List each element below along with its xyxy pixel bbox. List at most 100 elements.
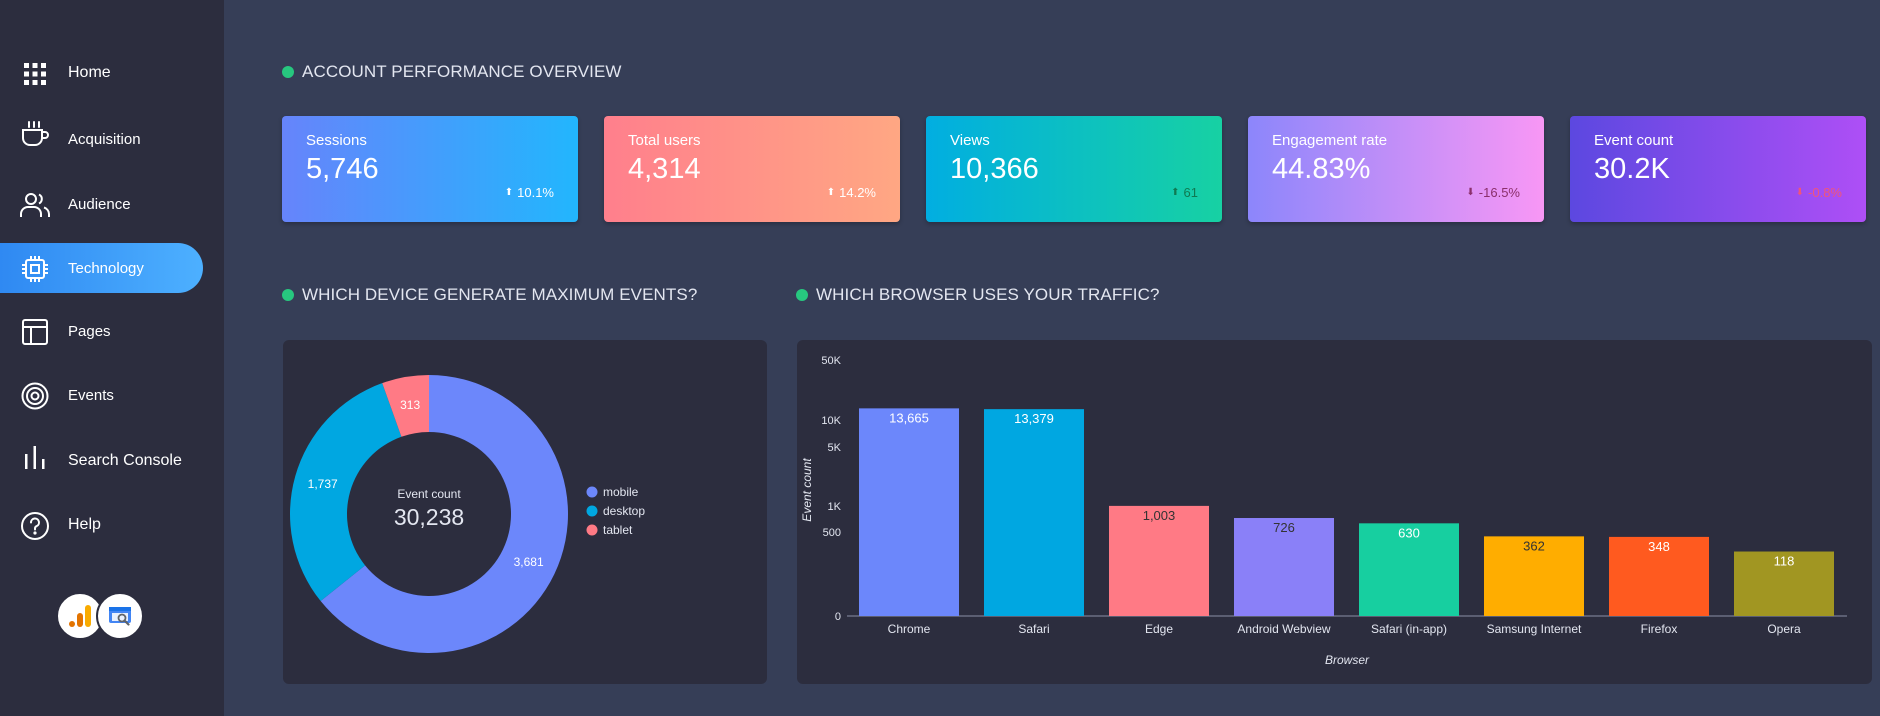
arrow-down-icon: ⬇ [1466,187,1475,198]
donut-slice-mobile[interactable] [320,375,568,653]
section-title-text: WHICH BROWSER USES YOUR TRAFFIC? [816,285,1160,304]
device-section-title: WHICH DEVICE GENERATE MAXIMUM EVENTS? [282,285,697,305]
device-donut-chart: 3,681 1,737 313 Event count 30,238 mobile d… [290,375,645,653]
kpi-label: Views [950,132,990,149]
search-console-logo-icon [96,592,144,640]
kpi-label: Event count [1594,132,1674,149]
chip-icon [20,255,50,283]
section-title-text: ACCOUNT PERFORMANCE OVERVIEW [302,62,622,81]
bar-safari-in-app-[interactable] [1359,523,1459,616]
bar-edge[interactable] [1109,505,1209,616]
kpi-label: Total users [628,132,701,149]
sidebar-item-help[interactable]: Help [0,500,203,550]
browser-chart-panel: 50K 10K 5K 1K 500 0 13,665 13,379 1,003 726 630 36… [797,340,1872,684]
kpi-label: Sessions [306,132,367,149]
legend-swatch-mobile [586,486,598,498]
kpi-value: 5,746 [306,153,379,185]
kpi-card-views[interactable]: Views 10,366 ⬆ 61 [926,116,1222,222]
bar-safari[interactable] [984,409,1084,616]
sidebar-item-label: Events [68,386,114,404]
sidebar-item-search-console[interactable]: Search Console [0,436,203,486]
kpi-value: 10,366 [950,153,1039,185]
donut-slice-label: 1,737 [308,477,338,491]
y-tick-label: 1K [828,501,842,513]
bar-chart-icon [20,444,50,472]
target-icon [20,382,50,410]
donut-slice-desktop[interactable] [290,383,402,602]
kpi-delta-value: -0.8% [1808,185,1842,200]
y-tick-label: 500 [823,527,841,539]
bar-value-label: 630 [1398,525,1420,540]
sidebar-item-acquisition[interactable]: Acquisition [0,114,203,164]
kpi-card-engagement-rate[interactable]: Engagement rate 44.83% ⬇ -16.5% [1248,116,1544,222]
sidebar-item-label: Acquisition [68,130,141,148]
help-icon [20,512,50,540]
donut-slice-tablet[interactable] [382,375,429,437]
bar-samsung-internet[interactable] [1484,536,1584,616]
bar-opera[interactable] [1734,551,1834,616]
legend-entry-desktop[interactable]: desktop [603,504,645,518]
legend-entry-mobile[interactable]: mobile [603,485,639,499]
status-dot [282,289,294,301]
bar-chrome[interactable] [859,408,959,616]
x-tick-label: Edge [1145,622,1173,636]
sidebar-item-technology[interactable]: Technology [0,243,203,293]
x-axis-label: Browser [1325,653,1370,667]
arrow-up-icon: ⬆ [504,187,514,198]
arrow-up-icon: ⬆ [1171,187,1180,198]
cup-icon [20,120,50,148]
sidebar-item-home[interactable]: Home [0,48,203,98]
donut-slice-label: 313 [400,398,420,412]
bar-value-label: 13,379 [1014,411,1054,426]
kpi-delta: ⬆ 14.2% [827,185,876,200]
bar-android-webview[interactable] [1234,518,1334,616]
kpi-card-total-users[interactable]: Total users 4,314 ⬆ 14.2% [604,116,900,222]
sidebar-item-audience[interactable]: Audience [0,179,203,229]
bar-value-label: 13,665 [889,410,929,425]
legend-entry-tablet[interactable]: tablet [603,523,633,537]
y-axis-label: Event count [800,458,814,522]
sidebar: Home Acquisition Audience [0,0,224,716]
donut-center-value: 30,238 [394,504,464,530]
sidebar-item-label: Home [68,64,111,81]
kpi-delta-value: 61 [1183,185,1198,200]
x-tick-label: Chrome [888,622,931,636]
sidebar-item-pages[interactable]: Pages [0,306,203,356]
x-tick-label: Samsung Internet [1487,622,1582,636]
kpi-card-sessions[interactable]: Sessions 5,746 ⬆ 10.1% [282,116,578,222]
kpi-card-event-count[interactable]: Event count 30.2K ⬇ -0.8% [1570,116,1866,222]
status-dot [796,289,808,301]
kpi-delta-value: -16.5% [1478,185,1520,200]
sidebar-item-label: Technology [68,259,144,277]
arrow-up-icon: ⬆ [826,187,836,198]
bar-firefox[interactable] [1609,536,1709,616]
bar-value-label: 726 [1273,520,1295,535]
bar-value-label: 362 [1523,538,1545,553]
x-tick-label: Firefox [1641,622,1678,636]
section-title-text: WHICH DEVICE GENERATE MAXIMUM EVENTS? [302,285,698,304]
sidebar-item-events[interactable]: Events [0,370,203,420]
x-tick-label: Safari [1018,622,1049,636]
kpi-value: 44.83% [1272,153,1371,185]
x-tick-label: Safari (in-app) [1371,622,1447,636]
kpi-delta: ⬆ 10.1% [505,185,554,200]
y-tick-label: 0 [835,611,841,623]
y-tick-label: 50K [821,355,841,367]
donut-slice-label: 3,681 [514,555,544,569]
kpi-delta: ⬆ 61 [1171,185,1198,200]
sidebar-item-label: Search Console [68,452,182,469]
kpi-delta-value: 14.2% [839,185,876,200]
users-icon [20,191,50,219]
device-chart-panel: 3,681 1,737 313 Event count 30,238 mobile d… [283,340,767,684]
kpi-delta: ⬇ -16.5% [1466,185,1520,200]
kpi-value: 4,314 [628,153,701,185]
status-dot [282,66,294,78]
kpi-value: 30.2K [1594,153,1670,185]
x-tick-label: Android Webview [1237,622,1330,636]
kpi-delta-value: 10.1% [517,185,554,200]
layout-icon [20,318,50,346]
y-tick-label: 5K [828,442,842,454]
sidebar-item-label: Audience [68,195,131,213]
sidebar-item-label: Pages [68,322,111,340]
x-tick-label: Opera [1767,622,1801,636]
